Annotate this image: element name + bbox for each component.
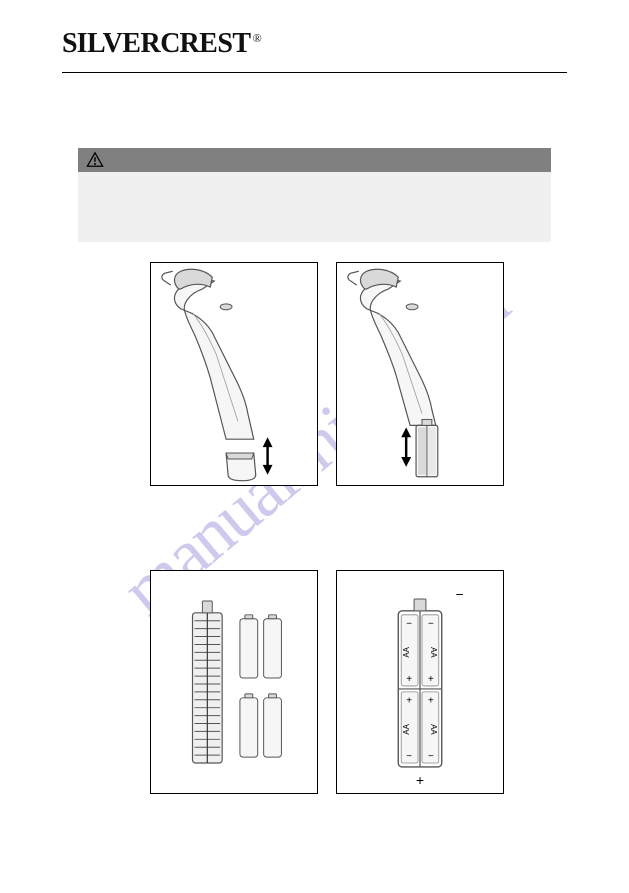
figure-holder-and-cells [150,570,318,794]
figure-device-remove-cap [150,262,318,486]
warning-triangle-icon [86,151,104,169]
caution-title-bar [78,148,551,172]
illus-holder-polarity: − + − AA + + AA − − AA + + AA − [337,571,503,793]
arrow-up-down-icon [263,437,273,475]
arrow-up-down-icon [401,427,411,467]
svg-text:+: + [428,674,434,685]
brand-c: C [160,28,179,59]
svg-text:−: − [406,619,412,630]
brand-rest: REST [179,28,250,59]
svg-text:AA: AA [429,647,438,658]
illus-device-holder [337,263,503,485]
svg-text:−: − [406,751,412,762]
polarity-minus: − [455,586,463,602]
brand-ilver: ILVER [77,28,161,59]
svg-text:−: − [428,751,434,762]
svg-text:AA: AA [402,646,411,657]
caution-box [78,148,551,242]
figure-holder-polarity: − + − AA + + AA − − AA + + AA − [336,570,504,794]
svg-text:AA: AA [429,724,438,735]
brand-logo: SILVERCREST® [62,28,262,59]
figure-device-battery-holder [336,262,504,486]
polarity-plus: + [416,772,424,788]
brand-s: S [62,28,77,59]
svg-text:AA: AA [402,723,411,734]
svg-text:−: − [428,619,434,630]
brand-registered: ® [251,31,263,45]
svg-text:+: + [406,674,412,685]
header-rule [62,72,567,73]
svg-text:+: + [428,696,434,707]
svg-text:+: + [406,696,412,707]
illus-device-cap [151,263,317,485]
page: manualshive.com SILVERCREST® [0,0,629,893]
caution-body [78,172,551,242]
brand-header: SILVERCREST® [62,28,567,60]
illus-holder-cells [151,571,317,793]
